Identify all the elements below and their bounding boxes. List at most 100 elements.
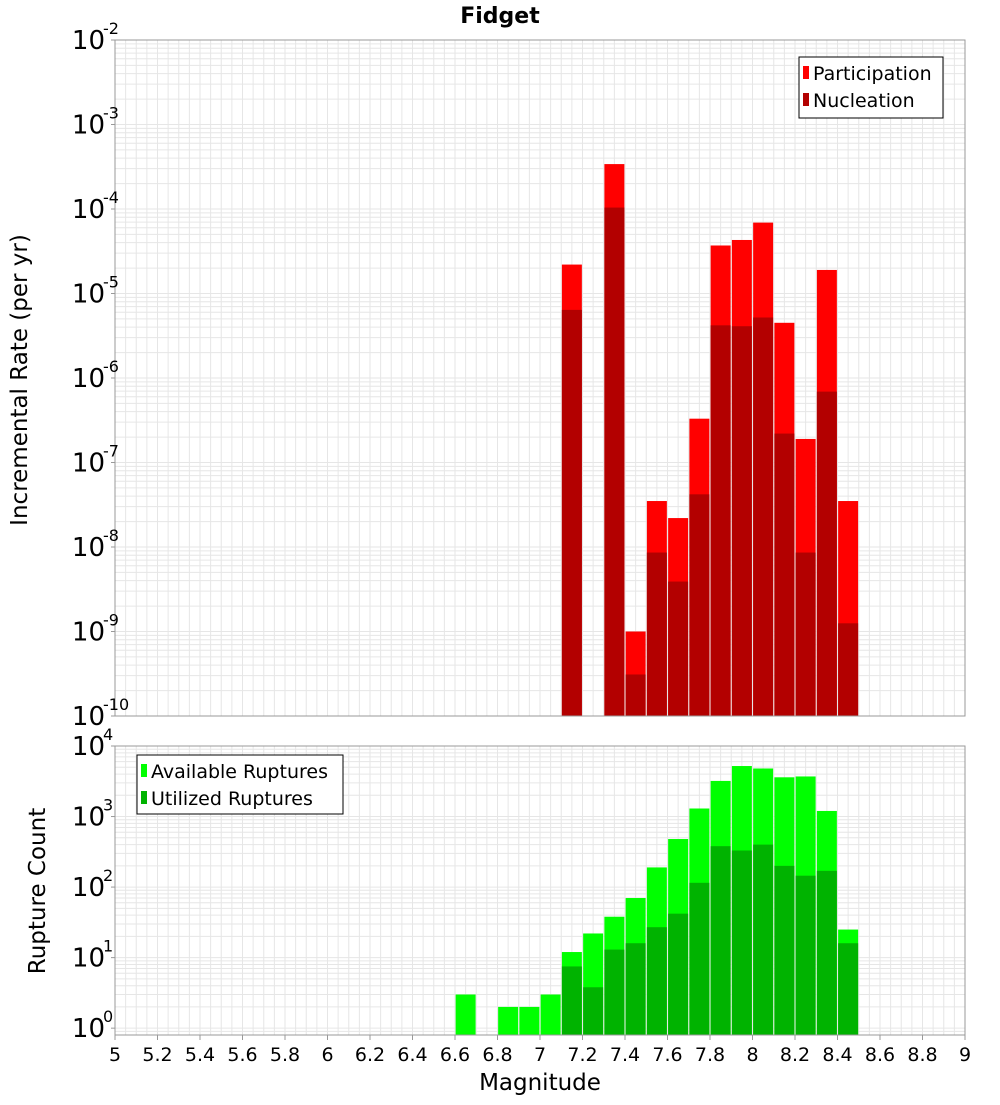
bar	[731, 326, 752, 716]
x-tick-label: 7	[534, 1044, 546, 1066]
bar	[625, 943, 646, 1035]
y-tick-exponent: -9	[103, 611, 119, 630]
bar	[583, 987, 604, 1035]
series-inner	[561, 844, 859, 1035]
bar	[498, 1006, 519, 1035]
x-tick-label: 8.2	[780, 1044, 810, 1066]
x-tick-label: 7.2	[567, 1044, 597, 1066]
legend: Available Ruptures Utilized Ruptures	[136, 754, 344, 815]
x-tick-label: 8	[746, 1044, 758, 1066]
bar	[795, 875, 816, 1035]
y-tick-label: 10	[72, 111, 105, 141]
bar	[838, 623, 859, 716]
x-tick-label: 6	[321, 1044, 333, 1066]
y-tick-label: 10	[72, 533, 105, 563]
legend-swatch	[141, 791, 147, 804]
legend-label: Nucleation	[813, 90, 915, 112]
y-tick-label: 10	[72, 1014, 105, 1044]
x-tick-label: 5.4	[185, 1044, 215, 1066]
bar	[710, 325, 731, 716]
x-tick-label: 9	[959, 1044, 971, 1066]
x-tick-label: 7.4	[610, 1044, 640, 1066]
bar	[604, 207, 625, 717]
x-tick-label: 6.4	[397, 1044, 427, 1066]
y-tick-exponent: 0	[103, 1007, 113, 1026]
y-tick-label: 10	[72, 873, 105, 903]
bar	[774, 433, 795, 716]
y-ticks: 10-210-310-410-510-610-710-810-910-10	[72, 19, 129, 732]
y-tick-label: 10	[72, 618, 105, 648]
y-tick-exponent: 1	[103, 937, 113, 956]
legend-label: Participation	[813, 63, 932, 85]
bar	[646, 927, 667, 1035]
x-tick-label: 5	[109, 1044, 121, 1066]
legend-swatch	[803, 66, 809, 79]
bars	[455, 766, 859, 1035]
bar	[561, 966, 582, 1035]
x-tick-label: 6.2	[355, 1044, 385, 1066]
y-tick-exponent: -10	[103, 695, 129, 714]
x-tick-label: 5.6	[227, 1044, 257, 1066]
x-tick-label: 7.6	[652, 1044, 682, 1066]
x-tick-label: 6.8	[482, 1044, 512, 1066]
y-tick-exponent: -5	[103, 273, 119, 292]
y-tick-exponent: -4	[103, 188, 119, 207]
y-tick-label: 10	[72, 26, 105, 56]
y-tick-exponent: -3	[103, 104, 119, 123]
bar	[668, 581, 689, 716]
series-inner	[561, 207, 859, 717]
y-tick-label: 10	[72, 944, 105, 974]
legend-swatch	[803, 93, 809, 106]
y-tick-label: 10	[72, 732, 105, 762]
x-tick-label: 6.6	[440, 1044, 470, 1066]
bar	[519, 1006, 540, 1035]
legend-box	[136, 754, 344, 815]
x-tick-label: 8.4	[822, 1044, 852, 1066]
chart-title: Fidget	[460, 4, 540, 29]
rate-panel: 10-210-310-410-510-610-710-810-910-10Par…	[72, 19, 966, 732]
bar	[561, 309, 582, 716]
y-tick-exponent: -7	[103, 442, 119, 461]
bar	[646, 552, 667, 716]
bars	[561, 164, 859, 717]
x-tick-label: 8.8	[907, 1044, 937, 1066]
bar	[668, 913, 689, 1035]
legend-label: Utilized Ruptures	[151, 788, 313, 810]
bar	[625, 674, 646, 716]
bar	[774, 865, 795, 1035]
bar	[689, 494, 710, 716]
y-tick-exponent: -2	[103, 19, 119, 38]
y-tick-label: 10	[72, 449, 105, 479]
bar	[604, 949, 625, 1035]
bar	[689, 882, 710, 1035]
y-tick-exponent: 4	[103, 725, 113, 744]
legend-swatch	[141, 764, 147, 777]
legend-box	[798, 56, 944, 119]
y-tick-label: 10	[72, 364, 105, 394]
bar	[816, 391, 837, 716]
legend: Participation Nucleation	[798, 56, 944, 119]
y-tick-exponent: -8	[103, 526, 119, 545]
bar	[540, 994, 561, 1035]
bar	[710, 846, 731, 1035]
bar	[455, 994, 476, 1035]
y-tick-label: 10	[72, 803, 105, 833]
bar	[795, 552, 816, 716]
bar	[816, 870, 837, 1035]
bar	[838, 943, 859, 1035]
x-tick-label: 8.6	[865, 1044, 895, 1066]
y-tick-exponent: 2	[103, 866, 113, 885]
y-tick-label: 10	[72, 195, 105, 225]
y-tick-label: 10	[72, 702, 105, 732]
y-tick-exponent: 3	[103, 796, 113, 815]
y-axis-label-rate: Incremental Rate (per yr)	[7, 234, 33, 526]
x-axis: 5 5.2 5.4 5.6 5.8 6 6.2 6.4 6.6 6.8 7 7.2 7.4 7.6 7.8 8…	[109, 1035, 971, 1066]
grid	[114, 40, 966, 717]
bar	[731, 850, 752, 1035]
x-tick-label: 5.2	[142, 1044, 172, 1066]
y-tick-exponent: -6	[103, 357, 119, 376]
